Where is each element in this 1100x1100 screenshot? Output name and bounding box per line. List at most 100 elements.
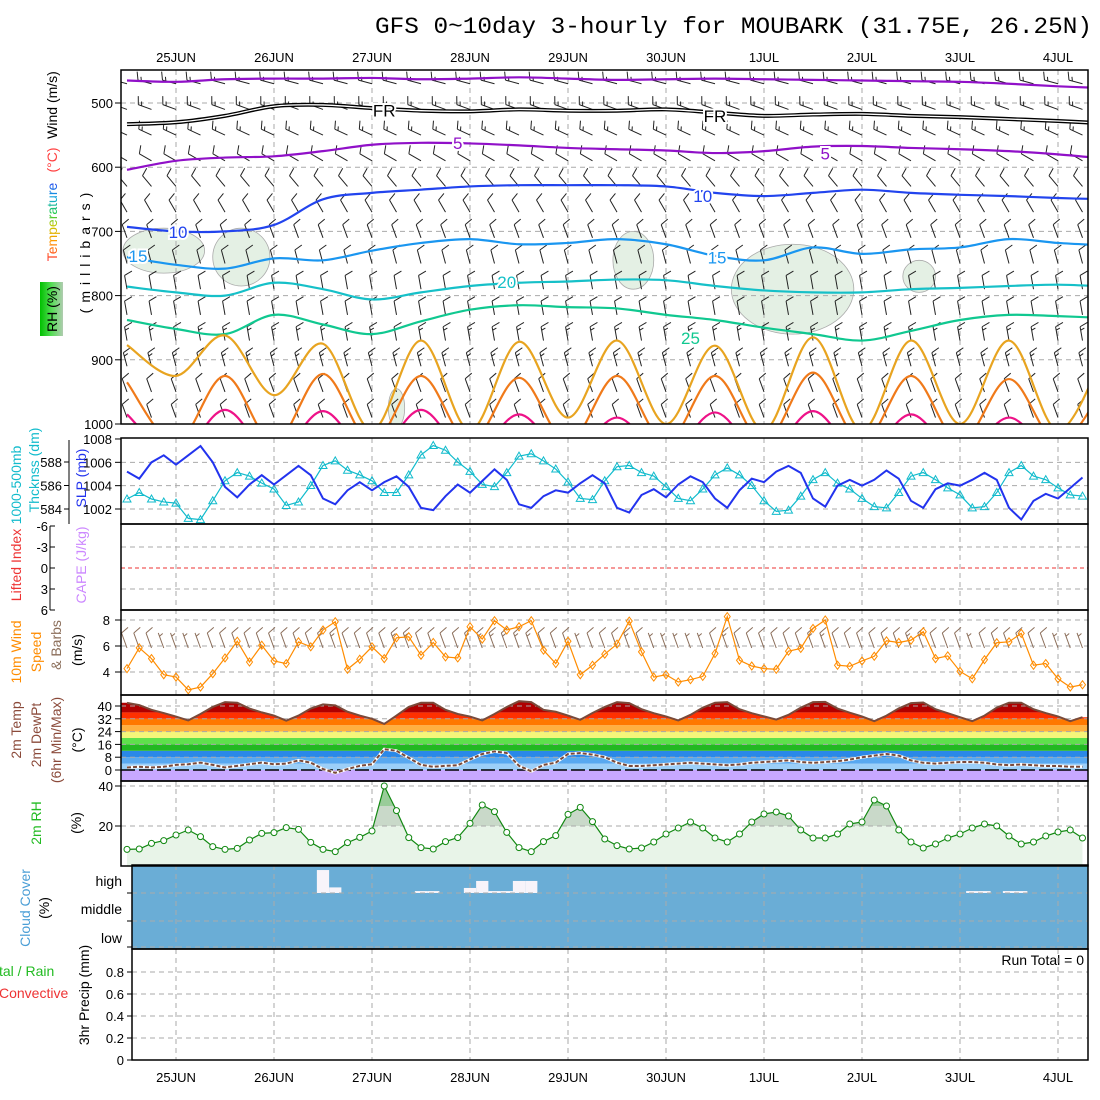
wind-barb [926,168,936,187]
high-cloud-gap [1015,891,1028,893]
wind-barb [1003,372,1012,393]
temp-tick-label: 32 [98,712,112,727]
wind-barb [1003,398,1012,418]
wind-barb [819,627,827,649]
wind-barb [736,270,745,290]
wind-barb [1039,627,1048,649]
wind-speed-marker [601,649,609,660]
wind-speed-marker [919,626,927,637]
isotherm-line [126,183,1088,234]
wind-barb [758,218,767,238]
wind-speed-marker [319,625,327,635]
isotherm-label: FR [704,107,727,126]
wind-barb [807,372,816,393]
wind-barb [832,218,840,238]
upper-air-panel: FR FR 5 5 10 10 15 15 20 25 [121,70,1088,424]
wind-barb [121,156,128,162]
wind-speed-marker [466,621,474,632]
degc-label: (°C) [44,147,60,172]
thickness-marker [195,514,206,524]
wind-barb [970,96,985,110]
day-label-top: 2JUL [847,50,877,65]
wind-barb [623,627,631,649]
wind-barb [539,244,548,264]
thickness-marker [379,487,390,497]
lifted-index-label: Lifted Index [8,529,24,601]
precip-tick-label: 0 [117,1053,124,1068]
wind-barb [162,96,177,110]
wind-barb [852,168,863,187]
isotherm-label: 10 [693,187,712,206]
wind-barb [389,193,397,213]
thickness-marker [1016,460,1027,470]
wind-barb [509,168,520,187]
thickness-line [126,444,1083,521]
wind-barb [391,398,399,418]
wind-barb [952,193,961,213]
wind-barb [438,193,446,213]
wind-barb [244,372,252,393]
rh-legend-swatch [40,282,63,336]
high-cloud-gap [512,880,526,893]
wind-barb [946,120,961,136]
wind-barb [467,321,476,341]
thickness-marker [134,487,145,497]
rh2m-marker [331,848,339,856]
wind-barb [675,71,691,85]
wind-barb [897,96,912,110]
wind-barb [268,372,277,393]
wind-barb [195,398,203,418]
wind-barb [121,218,130,238]
dewpt2m-label: 2m DewPt [28,703,44,768]
dewpoint-line [126,748,1083,774]
rh2m-marker [723,838,731,846]
temp-band [121,744,1088,751]
wind-barb [892,627,901,649]
thickness-marker [563,476,573,486]
thickness-marker [501,467,512,477]
rh-shading-patch [122,227,205,274]
wind-barb [538,218,546,238]
wind-barb [585,193,593,213]
wind-speed-marker [858,656,866,666]
thickness-marker [979,501,990,511]
wind-barb [146,218,154,238]
day-label-bottom: 25JUN [156,1070,196,1085]
isotherm-label: 5 [821,145,830,164]
wind-barb [560,193,569,213]
wind-barb [317,218,326,238]
wind-barb [387,168,397,187]
wind-barb [745,627,754,649]
wind-barb [879,193,887,213]
rh2m-marker [417,844,425,852]
isotherm-line [126,334,1088,424]
wind-barb [418,270,427,290]
wind-barb [1004,347,1013,367]
wind-speed-marker [625,616,633,626]
thickness-marker [795,491,806,500]
wind-barb [687,321,696,341]
wind-barb [833,347,842,367]
wind-barb [981,321,990,341]
rh2m-marker [968,824,976,832]
wind-barb [514,244,523,264]
cloud-cover-fill [132,865,1088,949]
wind-barb [1055,296,1064,315]
rh-labels: 2m RH (%) [28,801,84,845]
wind-barb [721,627,729,649]
rh2m-marker [687,818,694,826]
wind-speed-marker [956,666,964,677]
wind-barb [685,372,693,393]
wind-barb [701,96,716,110]
rh2m-marker [221,845,229,853]
precip-tick-label: 0.2 [106,1031,124,1046]
wind-barb [611,398,620,418]
wind-barb [799,120,814,136]
wind-barb [686,244,695,264]
rh2m-marker [295,825,302,833]
wind-barb [658,193,667,213]
wind-barb [975,168,985,187]
wind-speed-marker [907,635,915,645]
wind-barb [481,120,495,136]
wind-barb [799,96,814,110]
